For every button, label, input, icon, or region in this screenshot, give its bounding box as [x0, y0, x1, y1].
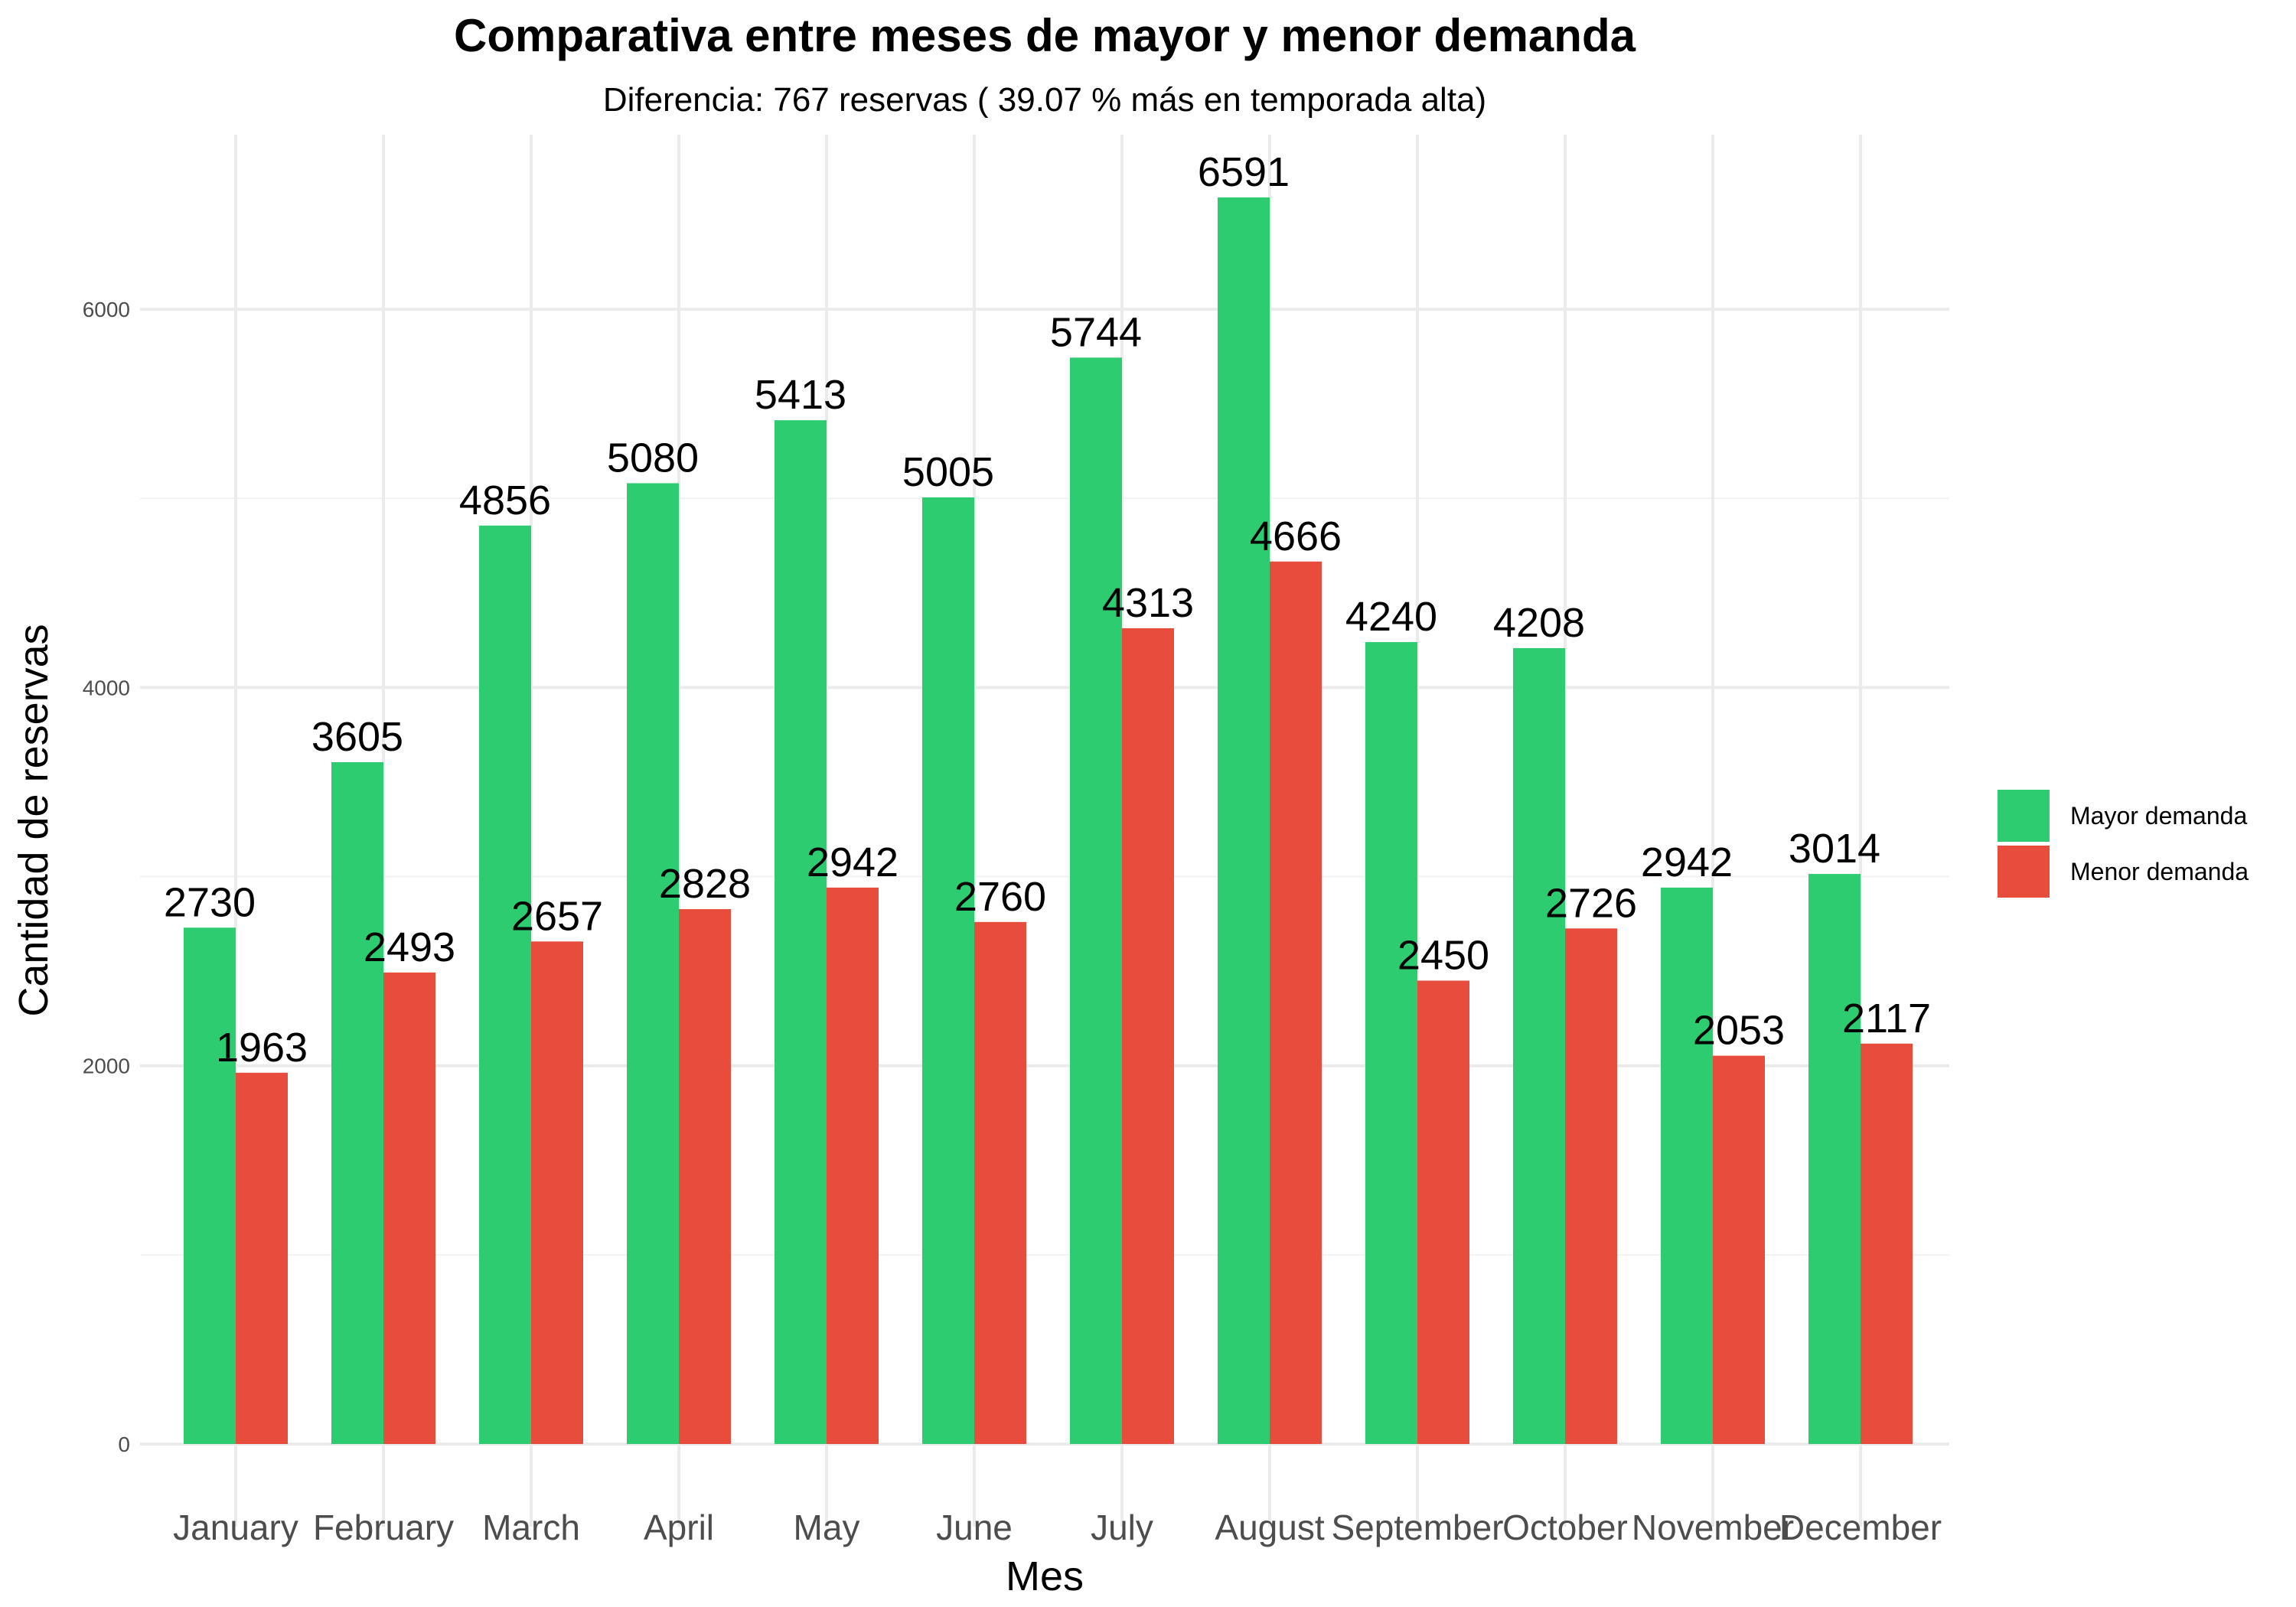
chart-title: Comparativa entre meses de mayor y menor… — [454, 10, 1636, 61]
y-axis: 0 2000 4000 6000 — [83, 298, 130, 1456]
data-label: 1963 — [216, 1025, 308, 1071]
legend-key — [1998, 846, 2050, 898]
bar-mayor-december — [1808, 874, 1861, 1444]
data-label: 2117 — [1842, 996, 1931, 1041]
data-label: 2942 — [1641, 839, 1733, 885]
x-tick-label: January — [173, 1508, 298, 1547]
data-label: 4856 — [459, 478, 551, 523]
y-tick-label: 6000 — [83, 298, 130, 321]
data-label: 2828 — [659, 861, 751, 907]
bar-menor-june — [974, 921, 1026, 1444]
data-label: 2657 — [511, 893, 603, 939]
x-tick-label: July — [1091, 1508, 1153, 1547]
legend-label: Mayor demanda — [2070, 802, 2247, 830]
x-tick-label: August — [1215, 1508, 1324, 1547]
x-tick-label: December — [1779, 1508, 1942, 1547]
bar-menor-november — [1713, 1055, 1765, 1444]
data-label: 5744 — [1050, 309, 1142, 355]
bar-menor-october — [1565, 928, 1617, 1444]
bar-mayor-may — [775, 420, 827, 1444]
bar-menor-august — [1270, 561, 1322, 1444]
data-label: 2760 — [954, 874, 1046, 920]
chart-subtitle: Diferencia: 767 reservas ( 39.07 % más e… — [603, 81, 1486, 119]
data-label: 4313 — [1102, 580, 1194, 626]
bar-mayor-january — [184, 927, 236, 1444]
legend-label: Menor demanda — [2070, 858, 2249, 885]
legend: Mayor demanda Menor demanda — [1998, 790, 2249, 898]
data-label: 5005 — [902, 449, 994, 495]
y-tick-label: 4000 — [83, 676, 130, 699]
data-label: 4240 — [1345, 594, 1437, 640]
bar-mayor-june — [922, 497, 974, 1444]
bar-mayor-february — [331, 762, 383, 1444]
data-label: 2726 — [1545, 880, 1637, 926]
x-tick-label: October — [1502, 1508, 1628, 1547]
bar-mayor-august — [1218, 197, 1270, 1444]
x-axis-title: Mes — [1006, 1553, 1084, 1599]
bar-mayor-september — [1365, 642, 1417, 1444]
y-tick-label: 2000 — [83, 1054, 130, 1078]
data-label: 4208 — [1493, 600, 1585, 646]
bar-mayor-april — [627, 483, 679, 1444]
bar-mayor-march — [479, 525, 531, 1445]
data-label: 2450 — [1397, 932, 1489, 978]
bar-menor-march — [531, 941, 583, 1444]
bar-menor-may — [827, 887, 879, 1444]
x-tick-label: May — [794, 1508, 860, 1547]
bar-mayor-november — [1661, 887, 1713, 1444]
y-tick-label: 0 — [118, 1433, 130, 1456]
x-tick-label: February — [313, 1508, 454, 1547]
legend-key — [1998, 790, 2050, 842]
data-label: 4666 — [1250, 513, 1342, 559]
bar-mayor-july — [1070, 357, 1122, 1444]
data-label: 5413 — [755, 372, 846, 418]
data-label: 2493 — [364, 924, 455, 970]
bars — [184, 197, 1913, 1445]
data-label: 2053 — [1693, 1008, 1785, 1054]
data-label: 3014 — [1789, 826, 1880, 872]
y-axis-title: Cantidad de reservas — [11, 624, 57, 1016]
x-tick-label: November — [1632, 1508, 1794, 1547]
x-axis: January February March April May June July Augu… — [173, 1508, 1942, 1547]
x-tick-label: April — [644, 1508, 714, 1547]
bar-mayor-october — [1513, 647, 1565, 1444]
bar-menor-february — [383, 972, 435, 1444]
bar-menor-july — [1122, 628, 1174, 1445]
bar-menor-december — [1861, 1043, 1913, 1444]
data-label: 5080 — [607, 435, 699, 481]
x-tick-label: September — [1331, 1508, 1503, 1547]
bar-menor-april — [679, 909, 731, 1444]
data-labels: 2730 3605 4856 5080 5413 5005 5744 6591 4240 4208… — [164, 149, 1931, 1071]
x-tick-label: March — [482, 1508, 580, 1547]
data-label: 6591 — [1198, 149, 1290, 195]
x-tick-label: June — [936, 1508, 1013, 1547]
data-label: 2730 — [164, 879, 256, 925]
bar-menor-january — [236, 1072, 288, 1444]
bar-menor-september — [1417, 980, 1469, 1444]
data-label: 2942 — [807, 839, 899, 885]
data-label: 3605 — [311, 714, 403, 760]
